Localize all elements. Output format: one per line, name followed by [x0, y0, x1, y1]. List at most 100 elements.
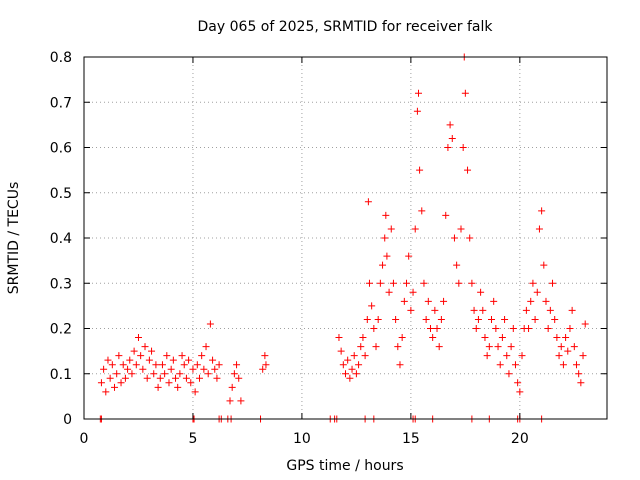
- data-point: [342, 370, 349, 378]
- data-point: [111, 383, 119, 391]
- data-point: [233, 361, 241, 369]
- data-point: [213, 374, 221, 382]
- data-point: [176, 370, 184, 378]
- data-point: [559, 361, 567, 369]
- data-point: [437, 315, 445, 323]
- data-point: [180, 361, 188, 369]
- data-point: [193, 361, 201, 369]
- data-point: [104, 356, 112, 364]
- data-point: [505, 370, 513, 378]
- data-point: [117, 379, 125, 387]
- data-point: [387, 225, 395, 233]
- data-point: [400, 297, 408, 305]
- data-point: [187, 379, 195, 387]
- data-point: [564, 347, 572, 355]
- data-point: [485, 343, 493, 351]
- data-point: [549, 279, 557, 287]
- data-point: [106, 374, 114, 382]
- data-point: [544, 325, 552, 332]
- data-point: [555, 352, 563, 360]
- data-point: [364, 198, 372, 206]
- y-tick-label: 0.5: [50, 186, 72, 202]
- data-point: [372, 343, 380, 351]
- data-point: [359, 334, 367, 342]
- x-tick-label: 10: [293, 431, 311, 447]
- y-tick-label: 0.8: [50, 50, 72, 66]
- data-point: [370, 325, 378, 332]
- y-axis-label: SRMTID / TECUs: [6, 182, 22, 295]
- data-point: [126, 356, 134, 364]
- data-point: [198, 352, 206, 360]
- data-point: [474, 315, 482, 323]
- data-point: [381, 234, 389, 242]
- data-point: [150, 370, 158, 378]
- data-point: [128, 370, 136, 378]
- data-point: [121, 374, 129, 382]
- data-point: [348, 365, 356, 373]
- data-point: [522, 306, 530, 314]
- data-point: [228, 383, 236, 391]
- data-point: [416, 166, 424, 174]
- data-point: [431, 306, 439, 314]
- data-point: [422, 315, 430, 323]
- data-point: [374, 315, 382, 323]
- data-point: [100, 365, 108, 373]
- data-point: [139, 365, 147, 373]
- y-tick-label: 0.3: [50, 276, 72, 292]
- data-point: [191, 388, 199, 396]
- data-point: [206, 320, 214, 328]
- data-point: [158, 361, 166, 369]
- data-point: [415, 89, 423, 97]
- data-point: [376, 279, 384, 287]
- data-point: [379, 261, 387, 269]
- data-point: [459, 144, 467, 151]
- data-point: [426, 325, 434, 332]
- data-point: [525, 325, 533, 332]
- data-point: [124, 365, 132, 373]
- data-point: [172, 374, 180, 382]
- data-point: [365, 279, 373, 287]
- data-point: [261, 352, 269, 360]
- data-point: [152, 361, 160, 369]
- data-point: [383, 252, 391, 260]
- data-point: [483, 352, 491, 360]
- data-point: [470, 306, 478, 314]
- data-point: [182, 374, 190, 382]
- data-point: [581, 320, 589, 328]
- data-point: [409, 288, 417, 296]
- data-point: [405, 252, 413, 260]
- data-point: [535, 225, 543, 233]
- data-point: [461, 89, 469, 97]
- data-point: [440, 297, 448, 305]
- x-tick-label: 5: [188, 431, 197, 447]
- data-point: [562, 334, 570, 342]
- data-point: [464, 166, 472, 174]
- data-point: [178, 352, 186, 360]
- data-point: [514, 379, 522, 387]
- data-point: [161, 370, 169, 378]
- y-tick-label: 0.7: [50, 95, 72, 111]
- data-point: [97, 379, 105, 387]
- data-point: [237, 397, 245, 405]
- data-point: [509, 325, 517, 332]
- data-point: [344, 356, 352, 364]
- data-point: [420, 279, 428, 287]
- data-point: [477, 288, 485, 296]
- y-tick-label: 0.4: [50, 231, 72, 247]
- data-point: [450, 234, 458, 242]
- data-point: [204, 370, 212, 378]
- data-point: [163, 352, 171, 360]
- data-point: [113, 370, 121, 378]
- data-point: [215, 361, 223, 369]
- data-point: [235, 374, 243, 382]
- data-point: [382, 211, 390, 219]
- data-point: [413, 107, 421, 115]
- data-point: [418, 207, 426, 215]
- data-point: [572, 361, 580, 369]
- data-point: [145, 356, 153, 364]
- data-point: [361, 352, 369, 360]
- chart-title: Day 065 of 2025, SRMTID for receiver fal…: [198, 19, 494, 35]
- data-point: [468, 279, 476, 287]
- data-point: [141, 343, 149, 351]
- data-point: [455, 279, 463, 287]
